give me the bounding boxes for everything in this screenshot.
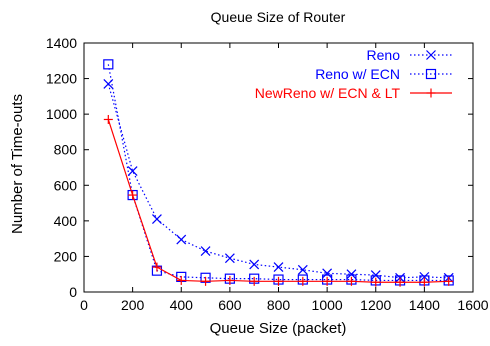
chart-title: Queue Size of Router (211, 9, 346, 25)
x-tick-label: 1000 (312, 297, 343, 313)
plus-marker (176, 275, 186, 285)
x-tick-label: 1200 (360, 297, 391, 313)
y-tick-label: 1400 (46, 35, 77, 51)
plus-marker (128, 190, 138, 200)
x-tick-label: 1600 (457, 297, 488, 313)
plus-marker (346, 276, 356, 286)
x-axis-label: Queue Size (packet) (210, 320, 347, 337)
plus-marker (201, 276, 211, 286)
x-marker (273, 262, 284, 273)
x-tick-label: 1400 (409, 297, 440, 313)
y-tick-label: 600 (54, 177, 78, 193)
legend-label: Reno (367, 47, 401, 63)
plus-marker (371, 277, 381, 287)
series-lines (103, 59, 454, 287)
legend-entry: Reno w/ ECN (315, 66, 452, 82)
series-line (107, 119, 449, 283)
y-tick-label: 1000 (46, 106, 77, 122)
square-marker (425, 68, 437, 80)
plus-marker (225, 275, 235, 285)
x-marker (176, 234, 187, 245)
x-tick-label: 0 (80, 297, 88, 313)
x-marker (322, 268, 333, 279)
legend-label: NewReno w/ ECN & LT (255, 85, 401, 101)
x-marker (297, 264, 308, 275)
x-tick-label: 400 (170, 297, 194, 313)
x-marker (224, 253, 235, 264)
plus-marker (426, 88, 436, 98)
plus-marker (249, 276, 259, 286)
x-tick-label: 800 (267, 297, 291, 313)
x-marker (346, 269, 357, 280)
plus-marker (419, 277, 429, 287)
x-marker (127, 166, 138, 176)
x-marker (426, 50, 436, 60)
plus-marker (444, 276, 454, 286)
x-marker (419, 271, 430, 282)
y-axis-label: Number of Time-outs (9, 94, 26, 234)
y-tick-label: 200 (54, 248, 78, 264)
plus-marker (152, 262, 162, 272)
legend-entry: Reno (367, 47, 452, 63)
y-tick-label: 400 (54, 213, 78, 229)
series-2 (103, 114, 454, 287)
x-marker (370, 270, 381, 281)
y-tick-label: 800 (54, 142, 78, 158)
square-marker (103, 59, 114, 70)
plus-marker (395, 277, 405, 287)
x-tick-label: 200 (121, 297, 145, 313)
plus-marker (298, 276, 308, 286)
plus-marker (322, 276, 332, 286)
y-tick-label: 1200 (46, 71, 77, 87)
plot-frame (83, 42, 474, 293)
legend: Reno Reno w/ ECN NewReno w/ ECN & LT (255, 47, 452, 101)
series-0 (103, 78, 454, 283)
legend-label: Reno w/ ECN (315, 66, 400, 82)
series-line (107, 83, 449, 279)
series-line (107, 64, 449, 282)
plus-marker (274, 276, 283, 286)
plus-marker (103, 114, 113, 124)
axes: 0 200 400 600 800 1000 1200 1400 1600 0 200 400 600 8… (46, 35, 489, 313)
legend-entry: NewReno w/ ECN & LT (255, 85, 452, 101)
y-tick-label: 0 (69, 284, 77, 300)
x-marker (200, 246, 211, 257)
x-marker (152, 214, 162, 225)
x-marker (249, 259, 260, 270)
x-tick-label: 600 (218, 297, 242, 313)
